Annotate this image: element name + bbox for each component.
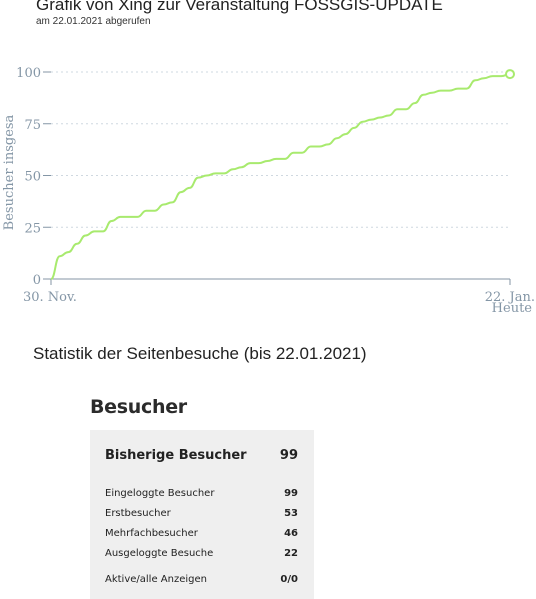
y-tick-label: 25 (24, 221, 41, 236)
x-tick-label: 30. Nov. (23, 290, 77, 305)
section-heading: Statistik der Seitenbesuche (bis 22.01.2… (33, 344, 367, 363)
stat-label: Eingeloggte Besucher (105, 488, 215, 499)
stat-label: Aktive/alle Anzeigen (105, 574, 207, 585)
stat-value: 53 (284, 508, 298, 519)
y-tick-label: 100 (16, 66, 41, 81)
stat-value: 99 (284, 488, 298, 499)
series-line (50, 73, 511, 280)
chart-subtitle: am 22.01.2021 abgerufen (36, 16, 151, 27)
stat-label: Ausgeloggte Besuche (105, 548, 214, 559)
y-tick-label: 50 (24, 170, 41, 185)
end-point-marker (505, 69, 515, 80)
stat-row-total: Bisherige Besucher 99 (105, 448, 298, 463)
stat-value: 99 (279, 448, 298, 463)
y-tick-label: 0 (33, 273, 41, 288)
x-tick-label: 22. Jan. (485, 290, 535, 305)
x-tick-sublabel: Heute (492, 301, 533, 316)
stat-value: 0/0 (280, 574, 298, 585)
visitors-heading: Besucher (90, 396, 187, 418)
stat-label: Mehrfachbesucher (105, 528, 198, 539)
stat-row-returning: Mehrfachbesucher 46 (105, 528, 298, 539)
stat-value: 46 (284, 528, 298, 539)
stat-value: 22 (284, 548, 298, 559)
chart-title: Grafik von Xing zur Veranstaltung FOSSGI… (36, 0, 443, 14)
stat-row-first-time: Erstbesucher 53 (105, 508, 298, 519)
visitor-line-chart: 0 25 50 75 100 30. Nov. 22. Jan.Heute Besucher … (2, 66, 535, 316)
y-tick-label: 75 (24, 118, 41, 133)
stat-row-logged-in: Eingeloggte Besucher 99 (105, 488, 298, 499)
stat-row-ads: Aktive/alle Anzeigen 0/0 (105, 574, 298, 585)
visitor-stats-panel: Bisherige Besucher 99 Eingeloggte Besuch… (90, 430, 314, 599)
stat-row-logged-out: Ausgeloggte Besuche 22 (105, 548, 298, 559)
y-axis-label: Besucher insgesa (2, 114, 17, 230)
stat-label: Bisherige Besucher (105, 448, 247, 463)
stat-label: Erstbesucher (105, 508, 171, 519)
